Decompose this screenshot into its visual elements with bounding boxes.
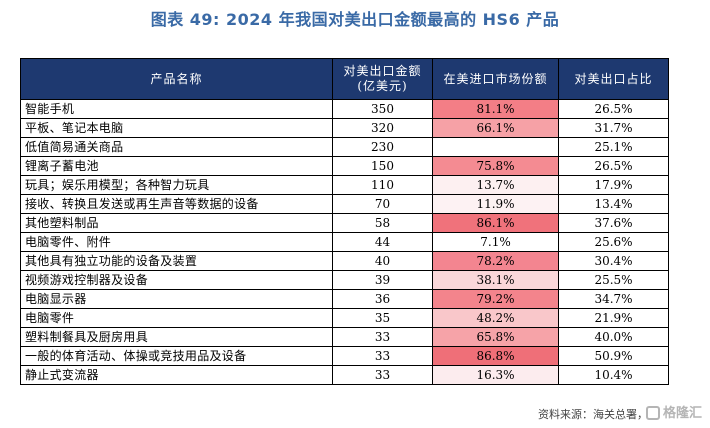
header-export-line1: 对美出口金额 xyxy=(343,64,422,78)
cell-export-amount: 110 xyxy=(332,175,433,195)
cell-export-ratio: 25.5% xyxy=(558,270,669,290)
cell-product-name: 锂离子蓄电池 xyxy=(20,156,333,176)
cell-market-share: 75.8% xyxy=(432,156,559,176)
cell-market-share: 48.2% xyxy=(432,308,559,328)
cell-export-amount: 39 xyxy=(332,270,433,290)
table-body: 智能手机 350 81.1% 26.5% 平板、笔记本电脑 320 66.1% 31.7% 低值… xyxy=(20,99,669,385)
table-row: 一般的体育活动、体操或竞技用品及设备 33 86.8% 50.9% xyxy=(20,346,669,366)
table-row: 玩具；娱乐用模型；各种智力玩具 110 13.7% 17.9% xyxy=(20,175,669,195)
table-row: 平板、笔记本电脑 320 66.1% 31.7% xyxy=(20,118,669,138)
source-note: 资料来源：海关总署， xyxy=(538,408,648,421)
cell-product-name: 视频游戏控制器及设备 xyxy=(20,270,333,290)
cell-market-share: 65.8% xyxy=(432,327,559,347)
cell-market-share xyxy=(432,137,559,157)
cell-export-amount: 230 xyxy=(332,137,433,157)
table-header-row: 产品名称 对美出口金额 (亿美元) 在美进口市场份额 对美出口占比 xyxy=(20,58,669,100)
table-row: 智能手机 350 81.1% 26.5% xyxy=(20,99,669,119)
cell-export-amount: 58 xyxy=(332,213,433,233)
cell-export-amount: 40 xyxy=(332,251,433,271)
table-row: 低值简易通关商品 230 25.1% xyxy=(20,137,669,157)
header-product-name: 产品名称 xyxy=(20,58,333,100)
cell-export-amount: 33 xyxy=(332,365,433,385)
cell-export-amount: 33 xyxy=(332,327,433,347)
cell-export-amount: 150 xyxy=(332,156,433,176)
cell-product-name: 静止式变流器 xyxy=(20,365,333,385)
watermark-logo-icon xyxy=(645,406,660,420)
cell-product-name: 智能手机 xyxy=(20,99,333,119)
cell-export-ratio: 50.9% xyxy=(558,346,669,366)
table-row: 其他具有独立功能的设备及装置 40 78.2% 30.4% xyxy=(20,251,669,271)
header-market-share: 在美进口市场份额 xyxy=(432,58,559,100)
cell-market-share: 66.1% xyxy=(432,118,559,138)
cell-product-name: 其他塑料制品 xyxy=(20,213,333,233)
cell-product-name: 塑料制餐具及厨房用具 xyxy=(20,327,333,347)
cell-market-share: 11.9% xyxy=(432,194,559,214)
table-row: 塑料制餐具及厨房用具 33 65.8% 40.0% xyxy=(20,327,669,347)
header-export-line2: (亿美元) xyxy=(357,79,408,93)
cell-export-amount: 70 xyxy=(332,194,433,214)
cell-product-name: 电脑零件、附件 xyxy=(20,232,333,252)
cell-market-share: 86.1% xyxy=(432,213,559,233)
cell-export-ratio: 37.6% xyxy=(558,213,669,233)
cell-export-ratio: 21.9% xyxy=(558,308,669,328)
hs6-export-table: 产品名称 对美出口金额 (亿美元) 在美进口市场份额 对美出口占比 智能手机 35… xyxy=(20,58,669,385)
table-row: 电脑零件、附件 44 7.1% 25.6% xyxy=(20,232,669,252)
cell-export-amount: 35 xyxy=(332,308,433,328)
cell-product-name: 电脑显示器 xyxy=(20,289,333,309)
cell-product-name: 电脑零件 xyxy=(20,308,333,328)
cell-market-share: 78.2% xyxy=(432,251,559,271)
cell-market-share: 16.3% xyxy=(432,365,559,385)
cell-export-ratio: 34.7% xyxy=(558,289,669,309)
cell-export-amount: 36 xyxy=(332,289,433,309)
cell-product-name: 接收、转换且发送或再生声音等数据的设备 xyxy=(20,194,333,214)
cell-export-amount: 320 xyxy=(332,118,433,138)
cell-export-ratio: 25.1% xyxy=(558,137,669,157)
cell-product-name: 平板、笔记本电脑 xyxy=(20,118,333,138)
header-export-ratio: 对美出口占比 xyxy=(558,58,669,100)
table-row: 视频游戏控制器及设备 39 38.1% 25.5% xyxy=(20,270,669,290)
cell-export-ratio: 30.4% xyxy=(558,251,669,271)
cell-export-ratio: 13.4% xyxy=(558,194,669,214)
cell-export-amount: 44 xyxy=(332,232,433,252)
table-row: 接收、转换且发送或再生声音等数据的设备 70 11.9% 13.4% xyxy=(20,194,669,214)
cell-export-ratio: 26.5% xyxy=(558,99,669,119)
watermark-text: 格隆汇 xyxy=(662,406,702,421)
table-row: 电脑显示器 36 79.2% 34.7% xyxy=(20,289,669,309)
header-export-amount: 对美出口金额 (亿美元) xyxy=(332,58,433,100)
table-row: 其他塑料制品 58 86.1% 37.6% xyxy=(20,213,669,233)
cell-market-share: 13.7% xyxy=(432,175,559,195)
cell-export-ratio: 25.6% xyxy=(558,232,669,252)
table-row: 静止式变流器 33 16.3% 10.4% xyxy=(20,365,669,385)
cell-market-share: 38.1% xyxy=(432,270,559,290)
cell-export-amount: 33 xyxy=(332,346,433,366)
cell-product-name: 一般的体育活动、体操或竞技用品及设备 xyxy=(20,346,333,366)
cell-export-ratio: 10.4% xyxy=(558,365,669,385)
chart-title: 图表 49: 2024 年我国对美出口金额最高的 HS6 产品 xyxy=(150,10,560,29)
table-row: 锂离子蓄电池 150 75.8% 26.5% xyxy=(20,156,669,176)
cell-export-ratio: 26.5% xyxy=(558,156,669,176)
cell-market-share: 86.8% xyxy=(432,346,559,366)
cell-export-amount: 350 xyxy=(332,99,433,119)
cell-product-name: 低值简易通关商品 xyxy=(20,137,333,157)
cell-export-ratio: 40.0% xyxy=(558,327,669,347)
cell-export-ratio: 17.9% xyxy=(558,175,669,195)
table-row: 电脑零件 35 48.2% 21.9% xyxy=(20,308,669,328)
cell-market-share: 79.2% xyxy=(432,289,559,309)
cell-market-share: 7.1% xyxy=(432,232,559,252)
cell-product-name: 其他具有独立功能的设备及装置 xyxy=(20,251,333,271)
cell-market-share: 81.1% xyxy=(432,99,559,119)
cell-product-name: 玩具；娱乐用模型；各种智力玩具 xyxy=(20,175,333,195)
cell-export-ratio: 31.7% xyxy=(558,118,669,138)
watermark: 格隆汇 xyxy=(645,402,702,421)
